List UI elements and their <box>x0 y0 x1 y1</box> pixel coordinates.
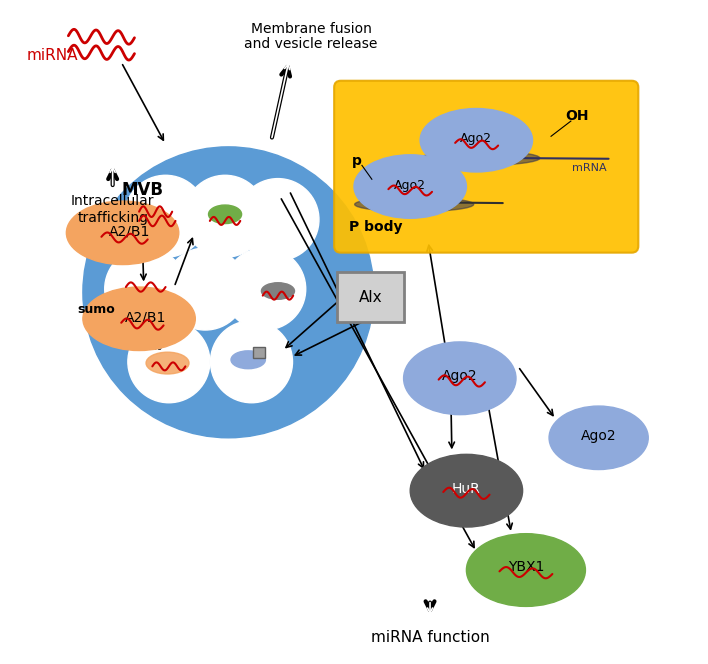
Text: Ago2: Ago2 <box>442 369 478 383</box>
Text: Ago2: Ago2 <box>581 429 617 443</box>
Ellipse shape <box>410 454 523 527</box>
Text: A2/B1: A2/B1 <box>108 224 150 238</box>
Text: Intracellular
trafficking: Intracellular trafficking <box>71 195 154 224</box>
Text: Ago2: Ago2 <box>394 179 426 192</box>
Ellipse shape <box>67 201 179 264</box>
Ellipse shape <box>549 406 649 469</box>
Ellipse shape <box>404 342 516 414</box>
Text: OH: OH <box>566 110 589 124</box>
Circle shape <box>164 248 246 330</box>
FancyBboxPatch shape <box>334 81 639 253</box>
Text: miRNA: miRNA <box>27 48 78 63</box>
Ellipse shape <box>83 287 195 351</box>
Ellipse shape <box>261 283 295 299</box>
Text: Membrane fusion: Membrane fusion <box>251 22 372 36</box>
Text: and vesicle release: and vesicle release <box>244 37 377 50</box>
Ellipse shape <box>420 108 532 172</box>
Circle shape <box>210 321 292 403</box>
Text: sumo: sumo <box>139 343 163 352</box>
Text: MVB: MVB <box>121 181 164 199</box>
FancyBboxPatch shape <box>338 272 404 322</box>
Circle shape <box>83 147 374 438</box>
Circle shape <box>237 179 319 260</box>
Ellipse shape <box>231 351 266 369</box>
Text: mRNA: mRNA <box>572 163 607 173</box>
Ellipse shape <box>421 151 539 165</box>
Ellipse shape <box>354 155 467 218</box>
Circle shape <box>125 175 207 257</box>
Ellipse shape <box>146 352 189 374</box>
FancyBboxPatch shape <box>253 347 265 359</box>
Text: p: p <box>352 155 362 169</box>
Text: P body: P body <box>349 220 402 234</box>
Text: A2/B1: A2/B1 <box>125 311 166 325</box>
Text: YBX1: YBX1 <box>508 560 544 574</box>
Circle shape <box>105 248 187 330</box>
Circle shape <box>128 321 210 403</box>
Text: sumo: sumo <box>78 303 115 316</box>
Text: Alx: Alx <box>359 290 382 305</box>
Circle shape <box>224 248 306 330</box>
Text: HuR: HuR <box>452 481 481 496</box>
Circle shape <box>184 175 266 257</box>
Ellipse shape <box>209 205 241 224</box>
Text: Ago2: Ago2 <box>460 132 492 145</box>
Ellipse shape <box>467 534 586 606</box>
Text: miRNA function: miRNA function <box>371 630 489 645</box>
Ellipse shape <box>355 197 474 212</box>
